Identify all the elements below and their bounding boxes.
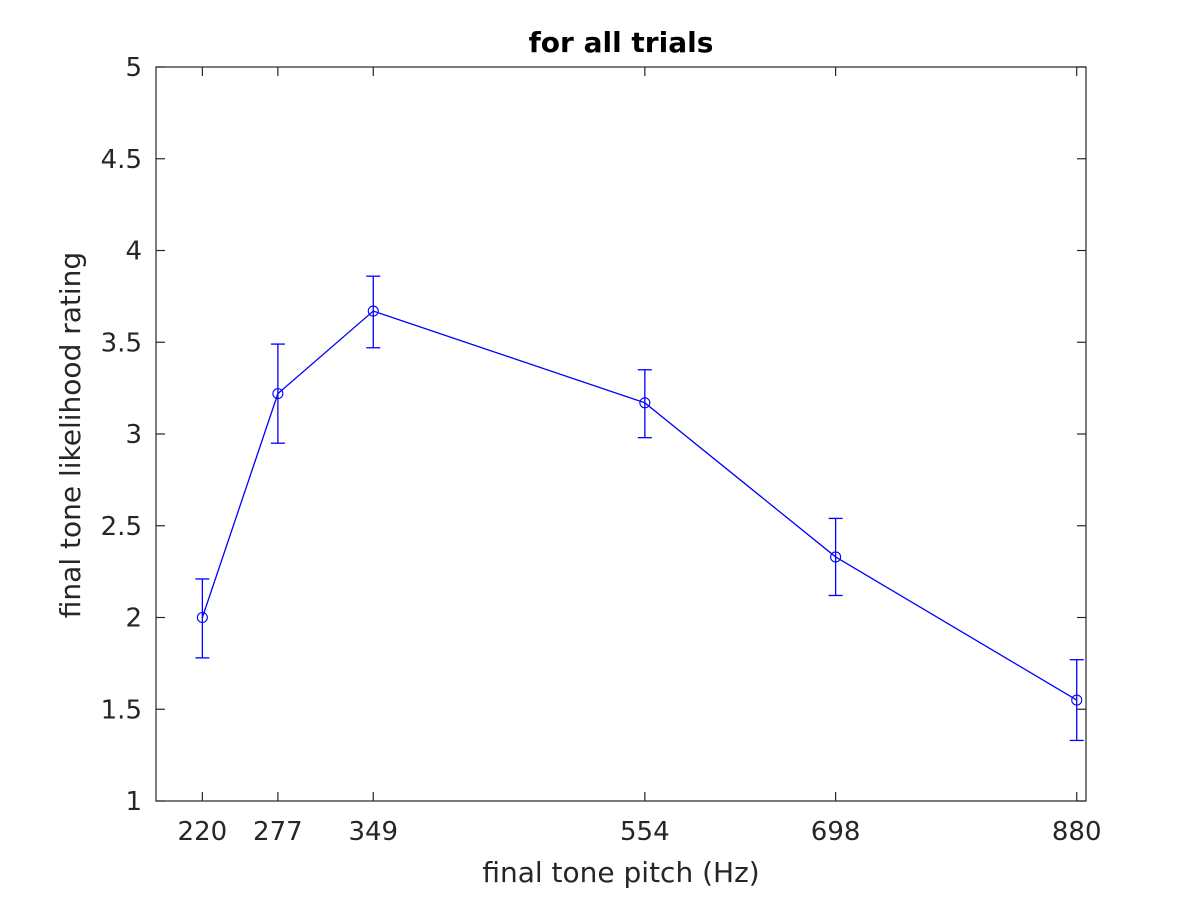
series-line xyxy=(201,310,1078,701)
x-tick-label: 554 xyxy=(620,817,670,847)
y-axis-label: final tone likelihood rating xyxy=(54,252,87,618)
chart-title: for all trials xyxy=(529,26,714,59)
x-axis-label: final tone pitch (Hz) xyxy=(482,856,759,889)
data-point xyxy=(196,611,208,624)
y-tick-label: 3 xyxy=(125,420,142,450)
x-tick-label: 349 xyxy=(348,817,398,847)
y-tick-label: 5 xyxy=(125,53,142,83)
y-tick-label: 1.5 xyxy=(101,695,142,725)
data-point xyxy=(272,388,284,400)
x-tick-label: 220 xyxy=(178,817,228,847)
data-point xyxy=(639,397,651,409)
data-point xyxy=(367,305,379,317)
x-tick-label: 880 xyxy=(1052,817,1102,847)
x-tick-label: 277 xyxy=(253,817,303,847)
y-tick-label: 4.5 xyxy=(101,145,142,175)
y-tick-label: 2 xyxy=(125,604,142,634)
axes-box xyxy=(155,66,1087,802)
y-tick-label: 2.5 xyxy=(101,512,142,542)
y-tick-label: 1 xyxy=(125,787,142,817)
x-tick-label: 698 xyxy=(811,817,861,847)
data-point xyxy=(1071,694,1083,706)
data-point xyxy=(830,551,842,563)
y-tick-label: 3.5 xyxy=(101,328,142,358)
y-tick-label: 4 xyxy=(125,237,142,267)
plot-area: 1 1.5 2 2.5 3 3.5 4 4.5 5 220 277 349 554 698 880 xyxy=(101,53,1102,847)
